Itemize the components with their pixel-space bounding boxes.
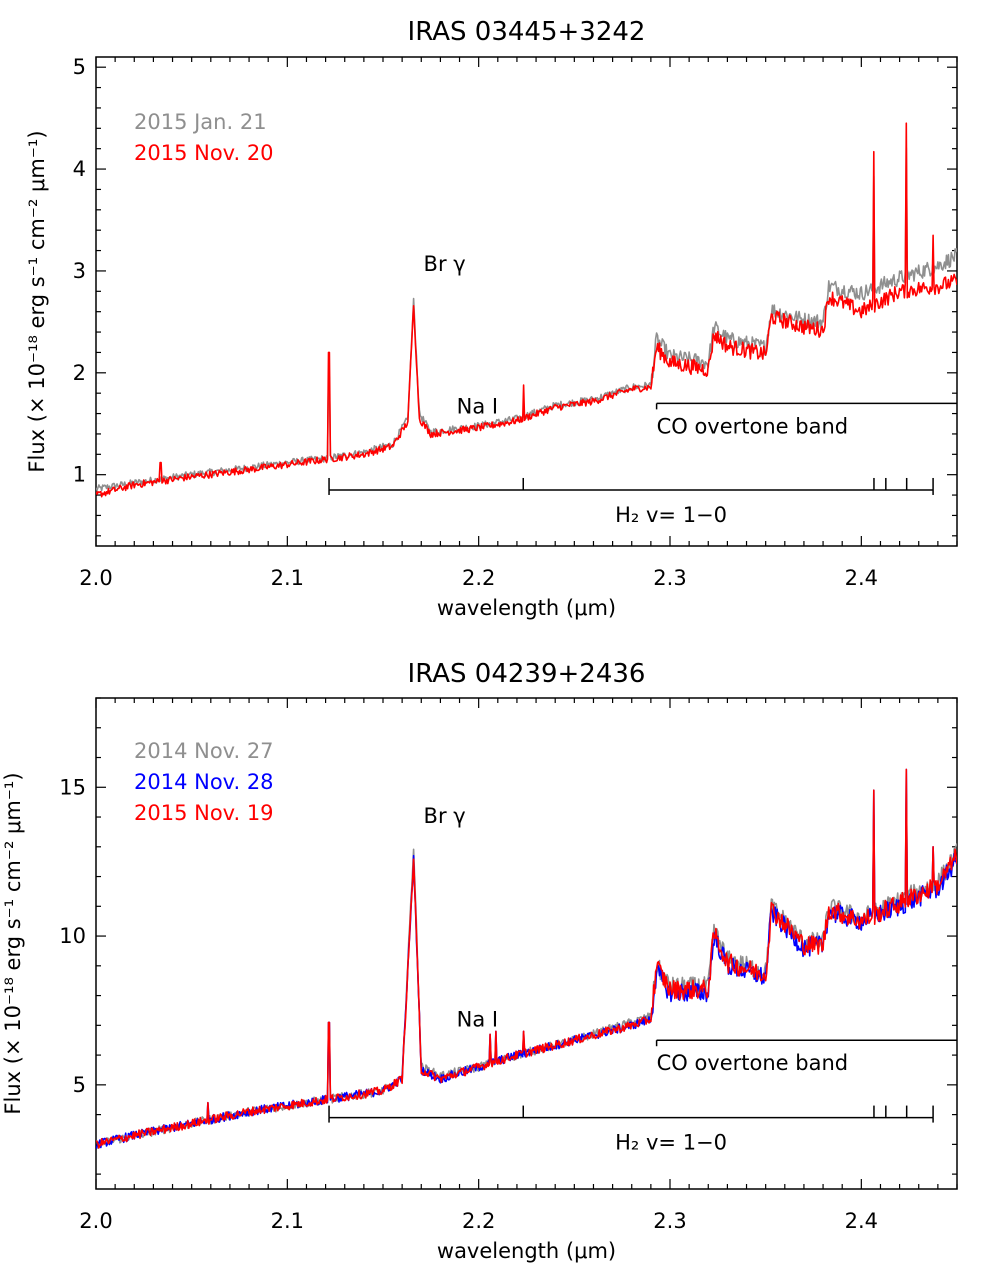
y-tick-label: 4 bbox=[73, 157, 86, 181]
x-tick-label: 2.1 bbox=[271, 1209, 304, 1233]
legend-entry: 2014 Nov. 27 bbox=[134, 739, 274, 763]
chart-panel-2: IRAS 04239+2436 2.0 2.1 2.2 2.3 2.4 5 10 15 wavel… bbox=[1, 659, 958, 1263]
y-tick-label: 15 bbox=[59, 775, 86, 799]
spectrum-line-1 bbox=[96, 793, 957, 1149]
plot-frame bbox=[95, 56, 958, 547]
legend-entry: 2015 Nov. 20 bbox=[134, 141, 274, 165]
y-tick-label: 2 bbox=[73, 361, 86, 385]
x-tick-label: 2.2 bbox=[462, 1209, 495, 1233]
y-tick-label: 1 bbox=[73, 463, 86, 487]
x-tick-label: 2.4 bbox=[845, 1209, 878, 1233]
y-tick-label: 5 bbox=[73, 1073, 86, 1097]
y-axis-label: Flux (× 10⁻¹⁸ erg s⁻¹ cm⁻² μm⁻¹) bbox=[25, 130, 49, 472]
chart-title: IRAS 04239+2436 bbox=[408, 659, 646, 689]
spectrum-line-2 bbox=[96, 768, 957, 1150]
h2-label: H₂ v= 1−0 bbox=[615, 1131, 727, 1155]
y-tick-label: 5 bbox=[73, 55, 86, 79]
plot-area bbox=[96, 122, 957, 498]
spectrum-line-2 bbox=[96, 122, 957, 498]
chart-title: IRAS 03445+3242 bbox=[408, 17, 646, 47]
y-tick-label: 3 bbox=[73, 259, 86, 283]
x-tick-label: 2.3 bbox=[653, 566, 686, 590]
x-tick-label: 2.0 bbox=[79, 1209, 112, 1233]
x-tick-label: 2.2 bbox=[462, 566, 495, 590]
legend-entry: 2015 Nov. 19 bbox=[134, 801, 274, 825]
legend-entry: 2015 Jan. 21 bbox=[134, 110, 267, 134]
plot-frame bbox=[95, 697, 958, 1190]
co-band-label: CO overtone band bbox=[657, 1051, 849, 1075]
br-gamma-label: Br γ bbox=[424, 252, 466, 276]
x-tick-label: 2.1 bbox=[271, 566, 304, 590]
br-gamma-label: Br γ bbox=[424, 804, 466, 828]
y-tick-label: 10 bbox=[59, 924, 86, 948]
y-axis-label: Flux (× 10⁻¹⁸ erg s⁻¹ cm⁻² μm⁻¹) bbox=[1, 772, 25, 1114]
na-i-label: Na I bbox=[457, 394, 498, 418]
na-i-label: Na I bbox=[457, 1007, 498, 1031]
co-band-label: CO overtone band bbox=[657, 414, 849, 438]
legend-entry: 2014 Nov. 28 bbox=[134, 770, 274, 794]
chart-panel-1: IRAS 03445+3242 2.0 2.1 2.2 2.3 2.4 1 2 3 4 5 wavel… bbox=[25, 17, 958, 620]
x-tick-label: 2.3 bbox=[653, 1209, 686, 1233]
x-axis-label: wavelength (μm) bbox=[437, 596, 616, 620]
spectrum-line-3 bbox=[96, 768, 957, 1149]
spectrum-line-1 bbox=[96, 146, 957, 492]
x-tick-label: 2.4 bbox=[845, 566, 878, 590]
plot-area bbox=[96, 768, 957, 1150]
x-tick-label: 2.0 bbox=[79, 566, 112, 590]
h2-label: H₂ v= 1−0 bbox=[615, 503, 727, 527]
x-axis-label: wavelength (μm) bbox=[437, 1239, 616, 1263]
